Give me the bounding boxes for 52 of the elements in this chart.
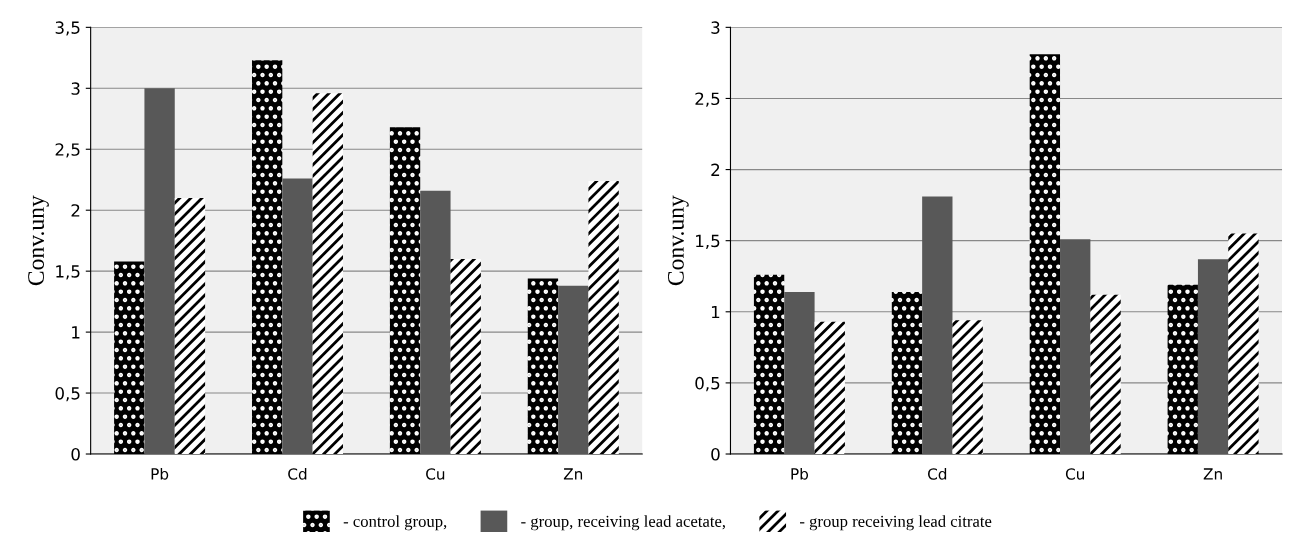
y-axis-title: Conv.uny	[667, 195, 689, 286]
bar	[952, 320, 983, 455]
x-tick-label: Zn	[1203, 468, 1222, 480]
legend-label: - group, receiving lead acetate,	[521, 515, 725, 531]
bar	[312, 93, 343, 455]
bar	[814, 321, 845, 455]
y-tick-label: 1,5	[56, 265, 80, 280]
y-tick-label: 0,5	[695, 376, 720, 392]
y-tick-label: 0	[711, 447, 720, 461]
bar	[450, 258, 481, 455]
bar	[784, 291, 815, 455]
bar	[420, 190, 451, 455]
y-tick-label: 1	[72, 326, 80, 339]
bar	[527, 278, 559, 455]
bar	[144, 88, 175, 455]
y-axis-title: Conv.uny	[28, 195, 49, 286]
x-tick-label: Pb	[151, 467, 169, 480]
bar	[1197, 259, 1229, 455]
bar	[891, 291, 923, 455]
y-tick-label: 0,5	[55, 387, 80, 402]
y-tick-label: 3	[71, 82, 80, 95]
y-tick-label: 2	[71, 204, 80, 217]
bar	[753, 274, 785, 455]
y-tick-label: 3	[711, 21, 720, 34]
y-tick-label: 1	[711, 305, 720, 319]
y-tick-label: 2,5	[55, 143, 80, 158]
x-tick-label: Cd	[288, 467, 307, 480]
bar	[114, 261, 145, 455]
bar	[1060, 239, 1091, 455]
y-tick-label: 3,5	[55, 21, 80, 36]
y-tick-label: 2,5	[695, 92, 720, 107]
bar	[251, 60, 283, 455]
bar	[174, 198, 206, 455]
x-tick-label: Pb	[791, 467, 809, 480]
bar	[1090, 294, 1121, 455]
y-tick-label: 1,5	[696, 234, 720, 249]
x-tick-label: Zn	[563, 468, 583, 480]
x-tick-label: Cu	[426, 468, 445, 480]
bar	[282, 178, 313, 455]
bar	[389, 127, 421, 455]
bar	[1167, 284, 1198, 455]
bar	[922, 196, 953, 455]
bar	[558, 285, 589, 455]
x-tick-label: Cu	[1065, 468, 1084, 480]
bar	[588, 180, 619, 455]
legend-label: - group receiving lead citrate	[800, 515, 992, 531]
bar	[1228, 233, 1259, 455]
legend-label: - control group,	[343, 515, 447, 531]
y-tick-label: 0	[71, 447, 80, 461]
bar	[1029, 54, 1061, 455]
y-tick-label: 2	[711, 163, 720, 176]
x-tick-label: Cd	[927, 467, 947, 480]
